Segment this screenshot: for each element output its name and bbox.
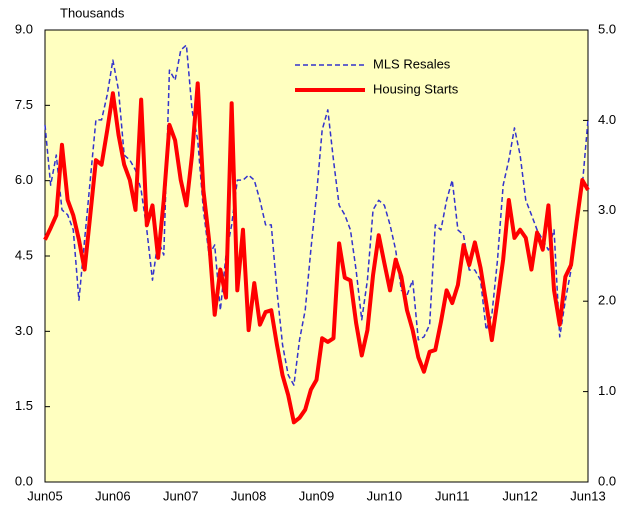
y2-tick-label: 4.0 — [598, 112, 616, 127]
x-tick-label: Jun11 — [435, 488, 469, 503]
y-tick-label: 7.5 — [15, 97, 33, 112]
y-tick-label: 9.0 — [15, 21, 33, 36]
y-tick-label: 1.5 — [15, 398, 33, 413]
x-tick-label: Jun12 — [502, 488, 537, 503]
y-axis-label: Thousands — [60, 5, 125, 20]
y2-tick-label: 5.0 — [598, 21, 616, 36]
line-series — [44, 44, 589, 386]
y2-tick-label: 2.0 — [598, 293, 616, 308]
x-tick-label: Jun06 — [95, 488, 130, 503]
y2-tick-label: 0.0 — [598, 473, 616, 488]
plot-area — [44, 29, 589, 483]
legend-label: Housing Starts — [373, 81, 459, 96]
x-tick-label: Jun10 — [367, 488, 402, 503]
line-series — [43, 81, 590, 425]
legend-label: MLS Resales — [373, 56, 451, 71]
x-tick-label: Jun07 — [163, 488, 198, 503]
x-tick-label: Jun05 — [27, 488, 62, 503]
y2-tick-label: 3.0 — [598, 202, 616, 217]
y-tick-label: 0.0 — [15, 473, 33, 488]
y2-tick-label: 1.0 — [598, 383, 616, 398]
x-tick-label: Jun09 — [299, 488, 334, 503]
y-tick-label: 6.0 — [15, 172, 33, 187]
x-tick-label: Jun08 — [231, 488, 266, 503]
x-tick-label: Jun13 — [570, 488, 605, 503]
y-tick-label: 4.5 — [15, 247, 33, 262]
y-tick-label: 3.0 — [15, 323, 33, 338]
